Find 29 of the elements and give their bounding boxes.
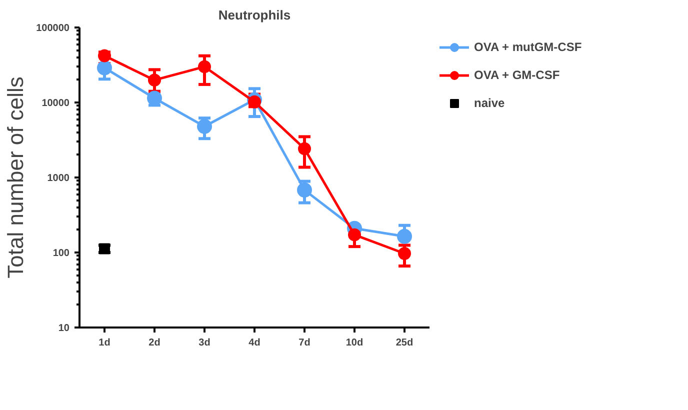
- point: [98, 49, 111, 62]
- x-tick-label: 3d: [198, 338, 210, 348]
- point: [248, 95, 261, 108]
- legend-label: OVA + GM-CSF: [474, 68, 560, 82]
- point: [297, 182, 312, 198]
- x-tick-label: 25d: [396, 338, 414, 348]
- y-tick-label: 10000: [42, 98, 70, 109]
- point: [397, 228, 412, 244]
- x-tick-label: 4d: [248, 338, 260, 348]
- point: [198, 60, 211, 74]
- y-tick-label: 100000: [36, 23, 70, 34]
- y-tick-label: 10: [58, 323, 70, 334]
- point: [398, 247, 411, 260]
- y-tick-label: 1000: [47, 173, 70, 184]
- legend-label: OVA + mutGM-CSF: [474, 40, 582, 54]
- y-tick-label: 100: [52, 248, 70, 259]
- x-tick-label: 7d: [298, 338, 310, 348]
- point: [298, 142, 311, 156]
- legend-label: naive: [474, 96, 505, 110]
- point: [99, 243, 110, 254]
- chart-title: Neutrophils: [218, 8, 291, 22]
- x-tick-label: 10d: [346, 338, 364, 348]
- point: [197, 118, 212, 134]
- y-axis-title: Total number of cells: [3, 76, 28, 278]
- x-tick-label: 1d: [98, 338, 110, 348]
- point: [148, 74, 161, 87]
- point: [97, 60, 112, 76]
- x-tick-label: 2d: [148, 338, 160, 348]
- point: [348, 228, 361, 242]
